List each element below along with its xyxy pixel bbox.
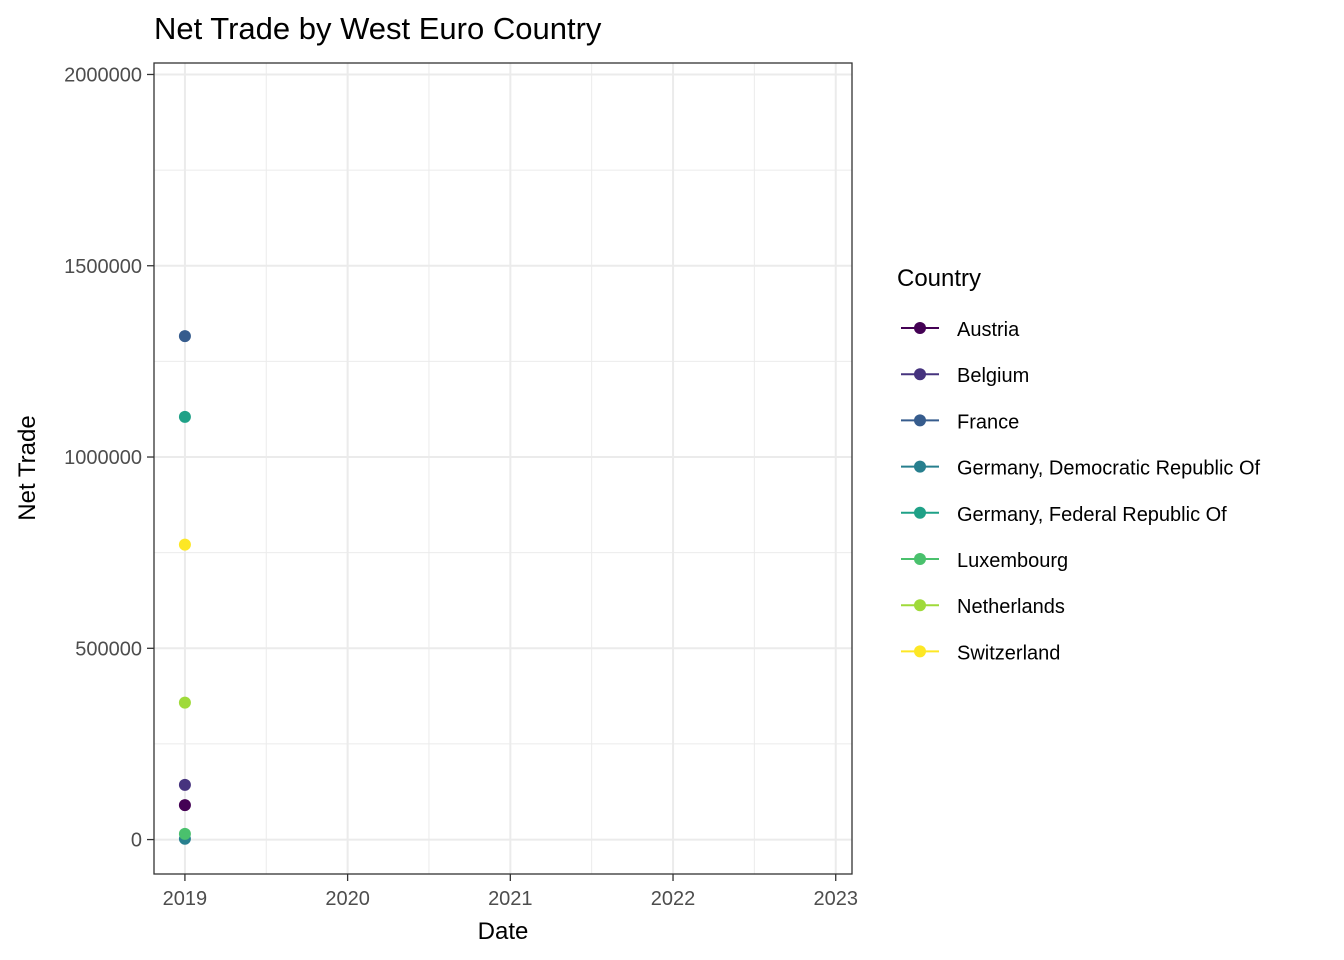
legend-key-point (914, 460, 926, 473)
y-axis-title: Net Trade (14, 415, 41, 520)
legend-title: Country (897, 265, 981, 292)
legend-label: Netherlands (957, 596, 1065, 618)
legend-label: Germany, Democratic Republic Of (957, 458, 1261, 480)
data-point (178, 410, 191, 423)
legend-key-point (914, 553, 926, 565)
x-axis: 2019 2020 2021 2022 2023 (163, 874, 858, 910)
y-tick-label: 0 (131, 830, 142, 852)
y-tick-label: 500000 (75, 638, 142, 660)
y-tick-label: 1000000 (64, 447, 142, 469)
legend-key-point (914, 322, 926, 334)
plot-panel (154, 63, 852, 874)
x-axis-title: Date (478, 918, 529, 945)
x-tick-label: 2023 (813, 888, 858, 910)
x-tick-label: 2020 (325, 888, 370, 910)
data-point (178, 778, 191, 791)
legend-label: Switzerland (957, 642, 1060, 664)
data-point (178, 827, 191, 840)
chart-title: Net Trade by West Euro Country (154, 11, 602, 46)
data-point (178, 799, 191, 812)
legend-key-point (914, 506, 926, 519)
y-axis: 0 500000 1000000 1500000 2000000 (64, 64, 154, 852)
legend-key-point (914, 645, 926, 658)
legend-label: Belgium (957, 365, 1029, 387)
data-point (178, 330, 191, 343)
legend-label: Germany, Federal Republic Of (957, 504, 1227, 526)
legend-key-point (914, 414, 926, 427)
legend-label: Austria (957, 319, 1020, 341)
grid-minor (154, 63, 852, 874)
legend-label: Luxembourg (957, 550, 1068, 572)
x-tick-label: 2022 (651, 888, 696, 910)
x-tick-label: 2019 (163, 888, 208, 910)
data-point (178, 538, 191, 551)
legend-key-point (914, 368, 926, 381)
y-tick-label: 2000000 (64, 64, 142, 86)
legend: Austria Belgium France Germany, Democratic … (901, 319, 1261, 664)
legend-label: France (957, 411, 1019, 433)
grid-major (154, 63, 852, 874)
legend-key-point (914, 599, 926, 612)
data-point (178, 696, 191, 709)
plot-border (153, 62, 853, 875)
data-points (178, 330, 191, 845)
y-tick-label: 1500000 (64, 256, 142, 278)
x-tick-label: 2021 (488, 888, 533, 910)
